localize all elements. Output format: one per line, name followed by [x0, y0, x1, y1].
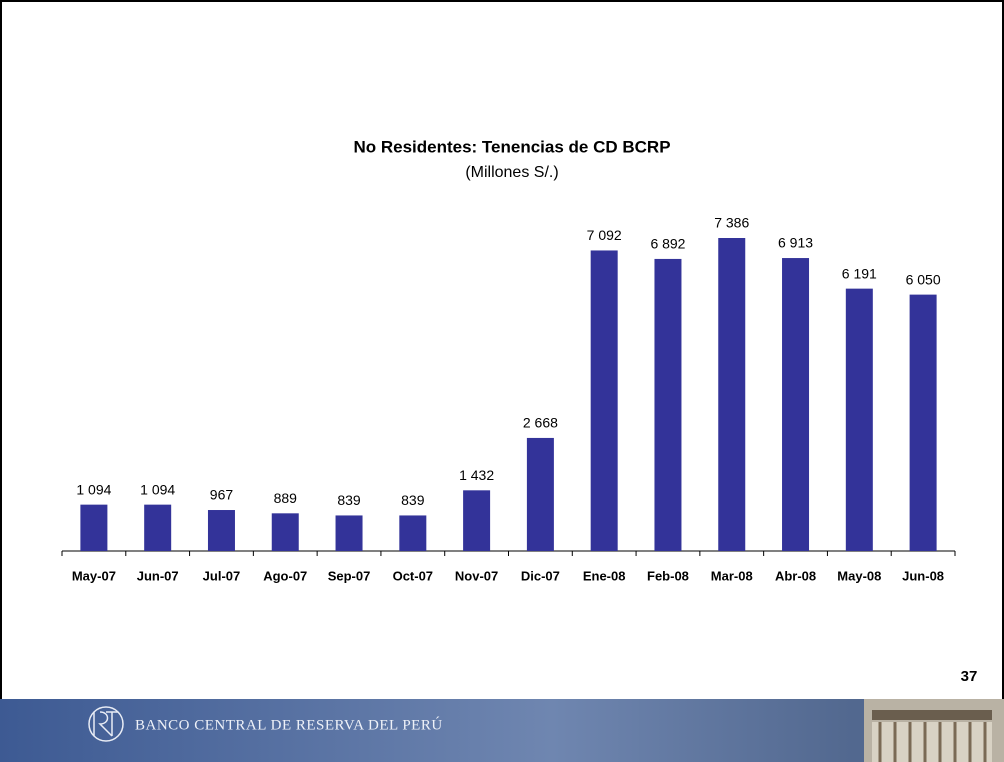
value-label: 1 094: [140, 481, 175, 497]
value-label: 889: [274, 490, 298, 506]
value-label: 6 892: [650, 236, 685, 252]
value-label: 1 094: [76, 481, 111, 497]
x-tick-label: Ago-07: [263, 568, 307, 583]
bar: [207, 510, 235, 551]
x-tick-label: Abr-08: [775, 568, 816, 583]
x-tick-label: Ene-08: [583, 568, 626, 583]
value-label: 7 092: [587, 227, 622, 243]
photo-detail: [872, 722, 992, 762]
value-label: 2 668: [523, 415, 558, 431]
bar: [463, 490, 491, 551]
bar: [654, 258, 682, 551]
footer-text: BANCO CENTRAL DE RESERVA DEL PERÚ: [135, 716, 443, 733]
photo-detail: [872, 710, 992, 720]
value-label: 6 913: [778, 235, 813, 251]
x-tick-label: Nov-07: [455, 568, 498, 583]
bar: [909, 294, 937, 551]
value-label: 6 050: [906, 271, 941, 287]
bar: [399, 515, 427, 551]
footer-logo: [88, 706, 124, 742]
bar: [782, 258, 810, 551]
bar: [80, 504, 108, 551]
page-number: 37: [961, 668, 978, 685]
chart-title: No Residentes: Tenencias de CD BCRP: [353, 137, 670, 156]
value-label: 7 386: [714, 215, 749, 231]
bar: [335, 515, 363, 551]
value-label: 6 191: [842, 265, 877, 281]
x-tick-label: May-08: [837, 568, 881, 583]
x-tick-label: Jun-08: [902, 568, 944, 583]
bar: [526, 437, 554, 551]
value-label: 839: [337, 492, 361, 508]
footer-band: [0, 699, 1004, 762]
x-tick-label: Mar-08: [711, 568, 753, 583]
x-tick-label: May-07: [72, 568, 116, 583]
bar: [271, 513, 299, 551]
bar: [144, 504, 172, 551]
x-tick-label: Dic-07: [521, 568, 560, 583]
value-label: 967: [210, 487, 234, 503]
plot: May-07 1 094 Jun-07 1 094 Jul-07 967 Ago-07 889…: [61, 215, 956, 583]
chart-subtitle: (Millones S/.): [465, 164, 558, 181]
photo-railing: [878, 722, 987, 762]
bar: [845, 288, 873, 551]
x-tick-label: Feb-08: [647, 568, 689, 583]
x-tick-label: Oct-07: [393, 568, 433, 583]
bar: [590, 250, 618, 551]
bar: [718, 238, 746, 551]
value-label: 839: [401, 492, 425, 508]
x-tick-label: Jun-07: [137, 568, 179, 583]
value-label: 1 432: [459, 467, 494, 483]
x-tick-label: Jul-07: [203, 568, 241, 583]
x-tick-label: Sep-07: [328, 568, 371, 583]
